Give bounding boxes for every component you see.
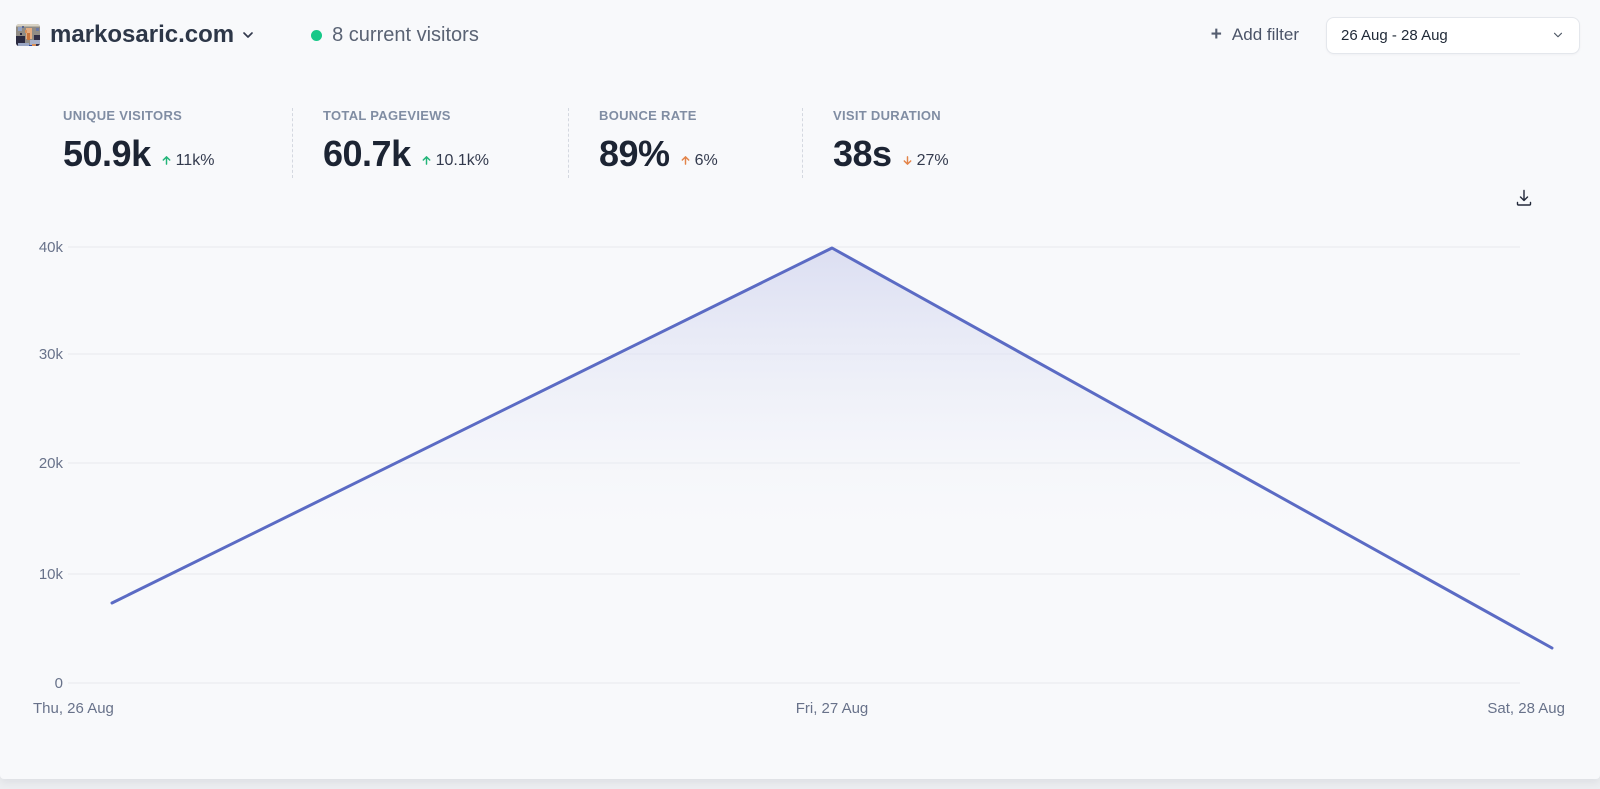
svg-text:40k: 40k [39,239,64,256]
svg-text:20k: 20k [39,455,64,472]
svg-text:10k: 10k [39,566,64,583]
svg-text:30k: 30k [39,346,64,363]
svg-text:Thu, 26 Aug: Thu, 26 Aug [33,700,114,717]
svg-text:Fri, 27 Aug: Fri, 27 Aug [796,700,869,717]
svg-text:0: 0 [55,675,63,692]
svg-text:Sat, 28 Aug: Sat, 28 Aug [1487,700,1565,717]
